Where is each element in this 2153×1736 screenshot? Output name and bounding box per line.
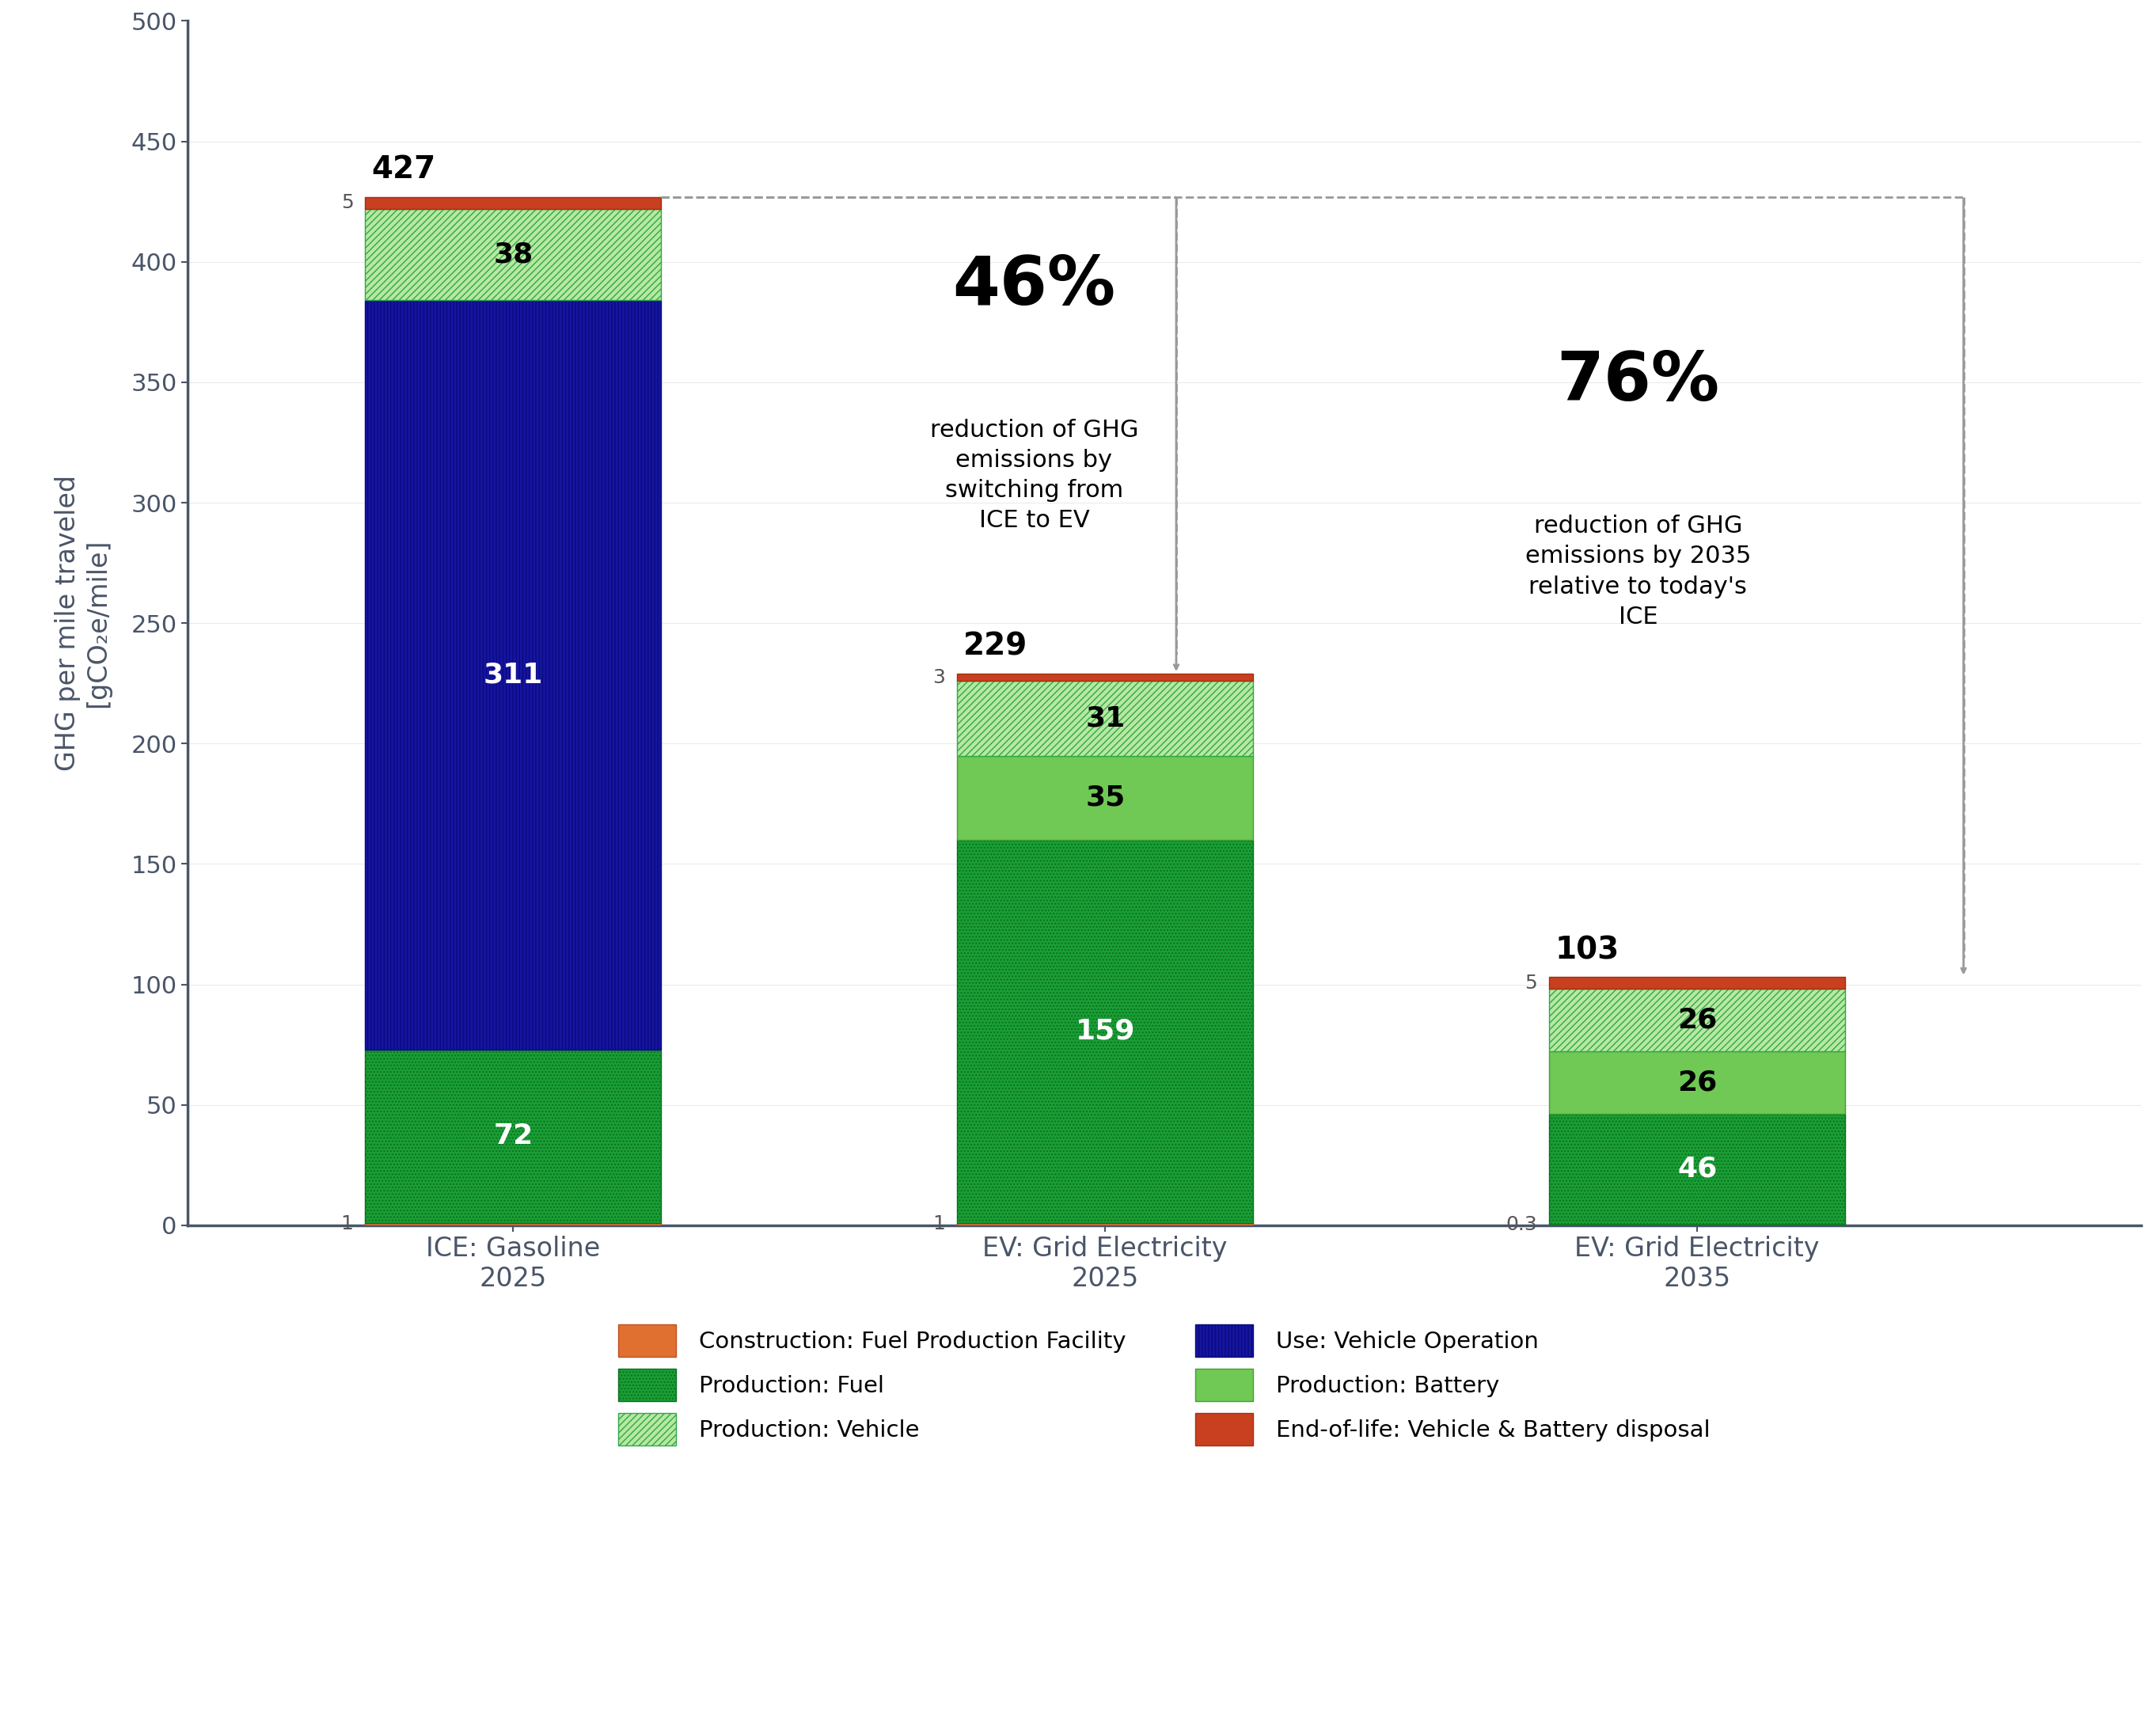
Text: 38: 38 [493,241,534,267]
Text: 5: 5 [340,193,353,212]
Text: 35: 35 [1085,785,1126,811]
Bar [958,1222,1253,1226]
Bar [1550,976,1845,988]
Text: 31: 31 [1085,705,1126,733]
Legend: Construction: Fuel Production Facility, Production: Fuel, Production: Vehicle, U: Construction: Fuel Production Facility, … [609,1316,1720,1455]
Bar [958,681,1253,755]
Text: 1: 1 [932,1215,945,1234]
Text: 0.3: 0.3 [1505,1215,1537,1234]
Text: 427: 427 [370,155,435,184]
Bar [958,674,1253,681]
Text: 26: 26 [1677,1069,1718,1095]
Bar [958,840,1253,1222]
Text: 103: 103 [1554,936,1619,965]
Text: 72: 72 [493,1123,534,1149]
Text: 76%: 76% [1557,349,1720,415]
Text: 5: 5 [1524,974,1537,993]
Bar [366,208,661,300]
Bar [366,300,661,1050]
Text: 311: 311 [484,661,543,689]
Text: 159: 159 [1074,1017,1135,1045]
Bar [1550,988,1845,1050]
Text: 26: 26 [1677,1007,1718,1033]
Text: 46: 46 [1677,1156,1718,1182]
Bar [958,755,1253,840]
Bar [1550,1050,1845,1115]
Bar [366,1050,661,1222]
Text: 3: 3 [932,668,945,687]
Text: reduction of GHG
emissions by
switching from
ICE to EV: reduction of GHG emissions by switching … [930,418,1139,531]
Bar [366,196,661,208]
Text: 229: 229 [962,632,1027,661]
Bar [1550,1115,1845,1224]
Text: reduction of GHG
emissions by 2035
relative to today's
ICE: reduction of GHG emissions by 2035 relat… [1524,516,1750,628]
Text: 1: 1 [340,1215,353,1234]
Text: 46%: 46% [952,253,1115,319]
Bar [366,1222,661,1226]
Y-axis label: GHG per mile traveled
[gCO₂e/mile]: GHG per mile traveled [gCO₂e/mile] [56,476,112,771]
